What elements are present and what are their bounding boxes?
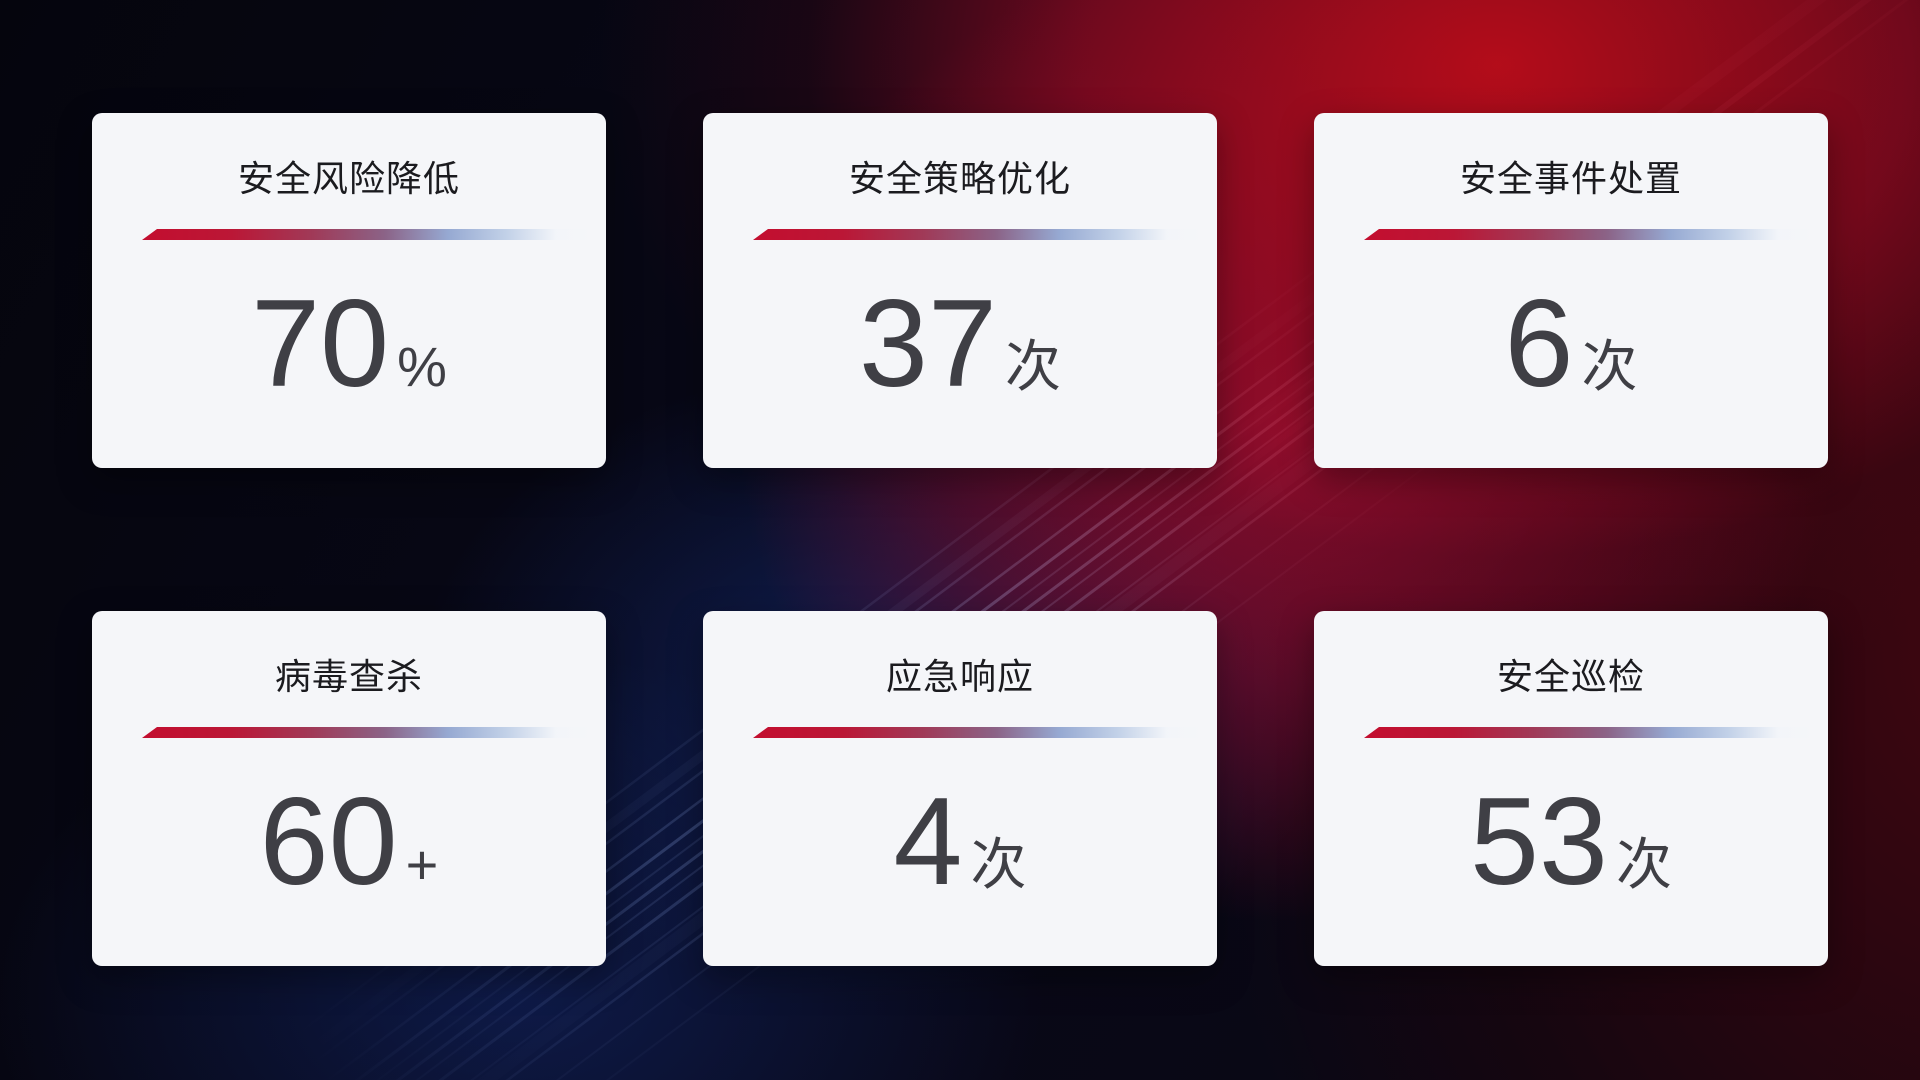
stat-card-security-inspection: 安全巡检 53 次 [1314, 611, 1828, 966]
stat-unit: 次 [1581, 335, 1638, 398]
gradient-divider [753, 229, 1203, 240]
stat-value: 70 [251, 275, 390, 413]
stat-unit: 次 [1615, 833, 1672, 896]
stat-card-title: 安全策略优化 [848, 158, 1071, 199]
stat-unit: + [405, 833, 439, 896]
stat-value: 60 [259, 773, 398, 911]
stat-value: 4 [893, 773, 963, 911]
gradient-divider [142, 727, 592, 738]
stat-unit: 次 [970, 833, 1027, 896]
gradient-divider [1364, 229, 1814, 240]
gradient-divider [753, 727, 1203, 738]
stat-value-row: 4 次 [703, 780, 1217, 904]
stat-card-emergency-response: 应急响应 4 次 [703, 611, 1217, 966]
stat-unit: % [397, 335, 447, 398]
stat-value-row: 53 次 [1314, 780, 1828, 904]
gradient-divider [142, 229, 592, 240]
stat-value: 37 [859, 275, 997, 413]
stat-value: 6 [1504, 275, 1574, 413]
stat-card-title: 应急响应 [885, 656, 1034, 697]
stat-value-row: 70 % [92, 282, 606, 406]
stat-card-title: 安全事件处置 [1459, 158, 1682, 199]
stat-value-row: 60 + [92, 780, 606, 904]
stat-card-title: 安全风险降低 [237, 158, 460, 199]
gradient-divider [1364, 727, 1814, 738]
stat-card-title: 病毒查杀 [274, 656, 423, 697]
stat-card-policy-optimization: 安全策略优化 37 次 [703, 113, 1217, 468]
stat-card-title: 安全巡检 [1496, 656, 1645, 697]
stat-card-incident-handling: 安全事件处置 6 次 [1314, 113, 1828, 468]
stat-card-virus-scan: 病毒查杀 60 + [92, 611, 606, 966]
stat-value-row: 37 次 [703, 282, 1217, 406]
stat-unit: 次 [1004, 335, 1061, 398]
stat-value: 53 [1470, 773, 1608, 911]
stat-value-row: 6 次 [1314, 282, 1828, 406]
stat-card-risk-reduction: 安全风险降低 70 % [92, 113, 606, 468]
stats-grid: 安全风险降低 70 % 安全策略优化 37 次 安全事件处置 6 次 病毒查杀 … [92, 113, 1828, 966]
